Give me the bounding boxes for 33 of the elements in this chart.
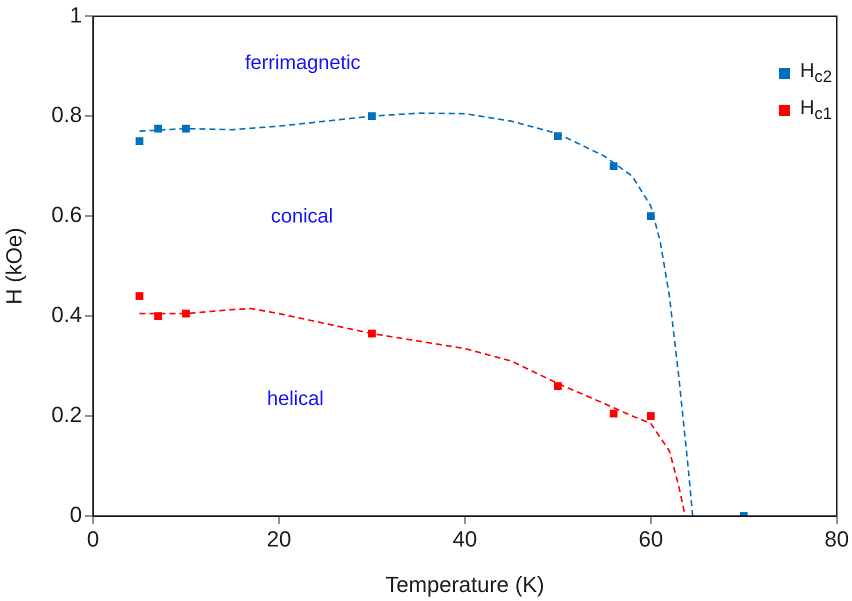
annotation: ferrimagnetic bbox=[244, 52, 361, 74]
x-tick-label: 20 bbox=[266, 526, 292, 552]
point bbox=[182, 310, 190, 318]
x-tick-label: 60 bbox=[638, 526, 664, 552]
legend-label: H$_{c2}$ bbox=[800, 60, 832, 87]
y-tick-label: 1 bbox=[70, 2, 82, 28]
line-series bbox=[138, 112, 694, 516]
x-tick-label: 80 bbox=[824, 526, 850, 552]
point bbox=[554, 132, 562, 140]
y-tick-label: 0.2 bbox=[51, 402, 82, 428]
point bbox=[182, 124, 190, 133]
annotation: conical bbox=[270, 206, 334, 228]
point bbox=[136, 137, 144, 146]
y-tick-label: 0 bbox=[70, 502, 82, 528]
y-tick-label: 0.4 bbox=[51, 302, 82, 328]
y-tick-label: 0.8 bbox=[51, 102, 82, 128]
point bbox=[368, 330, 376, 338]
y-axis-title: H (kOe) bbox=[1, 228, 26, 305]
point bbox=[646, 412, 655, 420]
point bbox=[646, 212, 655, 220]
x-tick-label: 40 bbox=[452, 526, 478, 552]
point bbox=[554, 382, 562, 390]
point bbox=[154, 312, 162, 320]
point bbox=[610, 410, 618, 418]
point bbox=[610, 162, 618, 170]
y-tick-label: 0.6 bbox=[51, 202, 82, 228]
point bbox=[136, 292, 144, 300]
point bbox=[154, 124, 162, 133]
x-axis-title: Temperature (K) bbox=[385, 572, 544, 597]
x-tick-label: 0 bbox=[86, 526, 100, 552]
annotation: helical bbox=[266, 388, 324, 410]
legend-label: H$_{c1}$ bbox=[800, 97, 832, 124]
point bbox=[368, 112, 376, 120]
